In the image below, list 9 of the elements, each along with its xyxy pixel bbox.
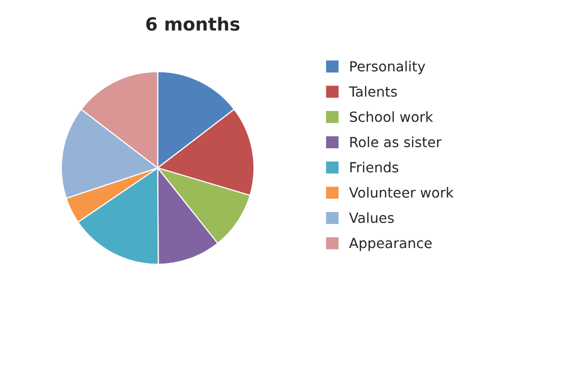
chart-title: 6 months — [146, 16, 240, 31]
legend-label: Friends — [350, 162, 398, 173]
legend-label: Role as sister — [350, 136, 442, 148]
legend-label: Talents — [348, 86, 397, 97]
legend-label: School work — [350, 111, 434, 122]
legend-label: Personality — [350, 60, 426, 74]
legend-label: Volunteer work — [349, 187, 454, 198]
legend-label: Values — [349, 212, 394, 224]
legend-label: Appearance — [349, 238, 432, 251]
